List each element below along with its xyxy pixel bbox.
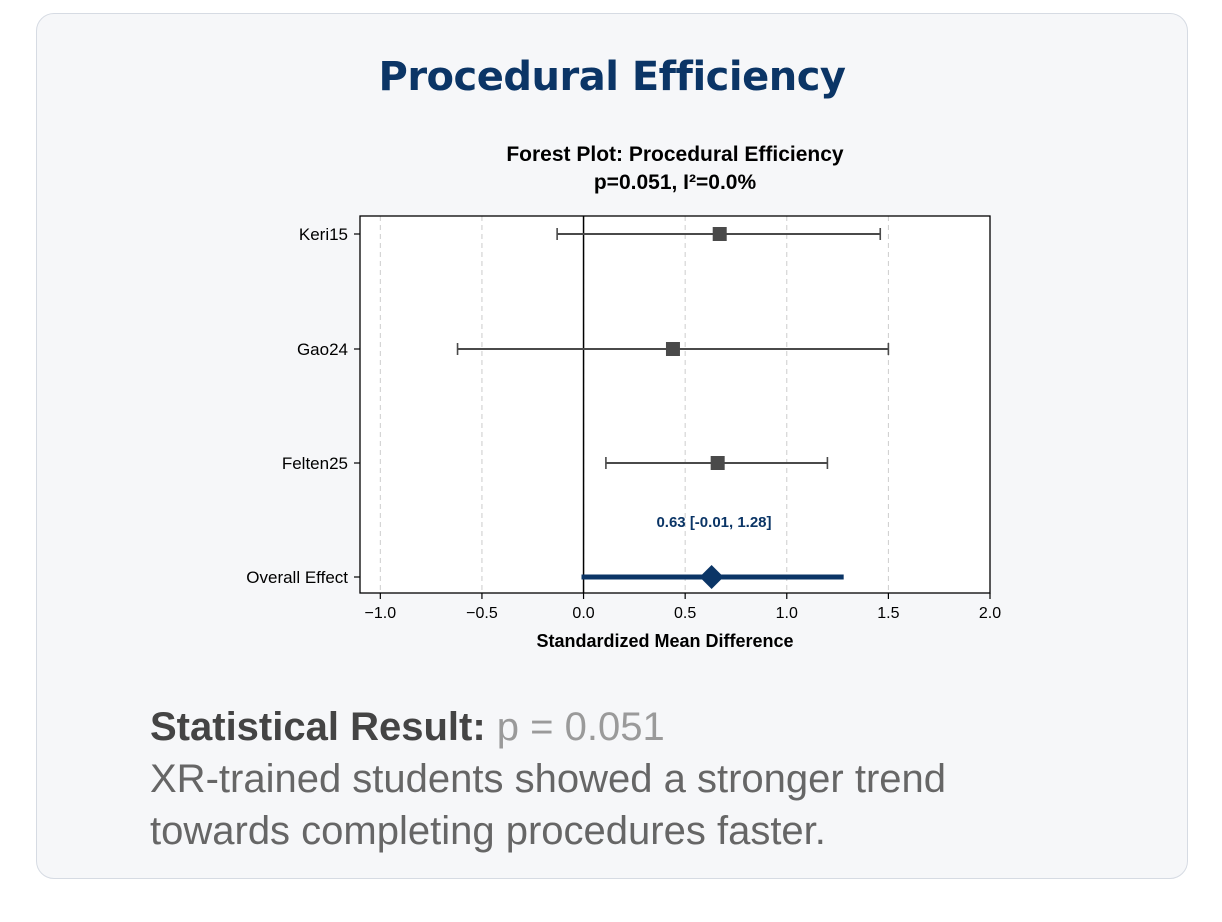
result-label: Statistical Result: bbox=[150, 705, 486, 749]
point-estimate-Gao24 bbox=[665, 342, 680, 356]
ytick-label-overall: Overall Effect bbox=[246, 568, 348, 587]
xtick-label-2: 0.0 bbox=[572, 605, 594, 622]
xtick-label-1: −0.5 bbox=[466, 605, 498, 622]
forest-plot-chart: Keri15 Gao24 Felten25 0.63 [-0.01, 1.28] Ove… bbox=[246, 143, 1001, 651]
card-title: Procedural Efficiency bbox=[378, 54, 846, 100]
plot-frame bbox=[359, 215, 991, 594]
overall-effect-label: 0.63 [-0.01, 1.28] bbox=[656, 514, 771, 531]
xtick-label-5: 1.5 bbox=[877, 605, 899, 622]
result-p-value: p = 0.051 bbox=[496, 705, 665, 749]
result-description: XR-trained students showed a stronger tr… bbox=[150, 753, 1150, 857]
point-estimate-Felten25 bbox=[710, 456, 725, 470]
xtick-label-6: 2.0 bbox=[979, 605, 1001, 622]
ytick-label-Keri15: Keri15 bbox=[299, 225, 348, 244]
ytick-label-Felten25: Felten25 bbox=[282, 454, 348, 473]
result-line: Statistical Result: p = 0.051 bbox=[150, 703, 1150, 751]
point-estimate-Keri15 bbox=[712, 227, 727, 241]
xtick-label-4: 1.0 bbox=[776, 605, 798, 622]
result-description-line-1: XR-trained students showed a stronger tr… bbox=[150, 757, 946, 801]
plot-area bbox=[360, 216, 990, 593]
x-axis-label: Standardized Mean Difference bbox=[536, 631, 793, 651]
result-description-line-2: towards completing procedures faster. bbox=[150, 809, 826, 853]
ytick-label-Gao24: Gao24 bbox=[297, 340, 348, 359]
statistical-result: Statistical Result: p = 0.051 XR-trained… bbox=[150, 703, 1150, 857]
chart-title: Forest Plot: Procedural Efficiency bbox=[506, 143, 844, 166]
chart-subtitle: p=0.051, I²=0.0% bbox=[594, 171, 757, 194]
xtick-label-0: −1.0 bbox=[365, 605, 397, 622]
overall-diamond bbox=[699, 565, 724, 589]
xtick-label-3: 0.5 bbox=[674, 605, 696, 622]
